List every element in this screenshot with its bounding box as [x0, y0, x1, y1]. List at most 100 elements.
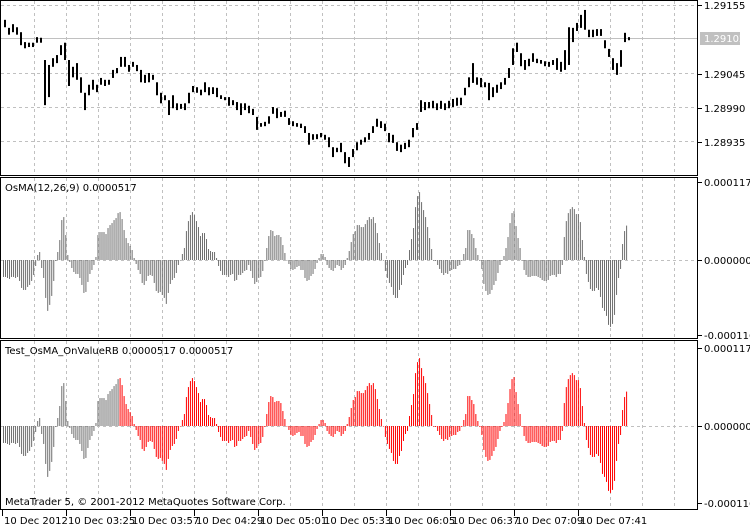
histogram-bar [103, 232, 105, 260]
histogram-bar [31, 260, 33, 281]
histogram-bar [461, 260, 463, 261]
price-bar [492, 87, 494, 98]
histogram-bar [199, 236, 201, 260]
histogram-bar [358, 225, 360, 260]
histogram-bar [567, 379, 569, 426]
histogram-bar [519, 414, 521, 426]
histogram-bar [350, 242, 352, 260]
histogram-bar [29, 426, 31, 451]
histogram-bar [111, 389, 113, 426]
histogram-bar [316, 260, 318, 263]
histogram-bar [451, 260, 453, 270]
histogram-bar [143, 426, 145, 451]
histogram-bar [489, 426, 491, 460]
histogram-bar [409, 416, 411, 426]
histogram-bar [344, 260, 346, 265]
histogram-bar [493, 426, 495, 451]
histogram-bar [119, 378, 121, 426]
histogram-bar [21, 426, 23, 454]
histogram-bar [539, 426, 541, 444]
histogram-bar [71, 426, 73, 434]
histogram-bar [529, 260, 531, 277]
histogram-bar [579, 388, 581, 426]
histogram-bar [402, 426, 404, 441]
histogram-bar [364, 390, 366, 426]
histogram-bar [302, 426, 304, 436]
price-bar [628, 37, 630, 41]
histogram-bar [250, 426, 252, 437]
histogram-bar [119, 212, 121, 260]
histogram-bar [15, 426, 17, 444]
histogram-bar [400, 426, 402, 451]
price-bar [88, 84, 90, 96]
histogram-bar [316, 426, 318, 429]
histogram-bar [39, 252, 41, 260]
price-bar [264, 121, 266, 127]
histogram-bar [147, 426, 149, 442]
price-bar [276, 108, 278, 119]
histogram-bar [27, 260, 29, 287]
price-bar [108, 79, 110, 85]
histogram-bar [581, 406, 583, 426]
histogram-bar [435, 260, 437, 261]
histogram-bar [216, 258, 218, 260]
histogram-bar [545, 260, 547, 281]
histogram-bar [228, 426, 230, 443]
histogram-bar [527, 426, 529, 443]
price-bar [432, 100, 434, 109]
histogram-bar [597, 426, 599, 456]
histogram-bar [276, 235, 278, 260]
histogram-bar [306, 426, 308, 447]
histogram-bar [356, 225, 358, 260]
histogram-bar [475, 414, 477, 426]
histogram-bar [105, 400, 107, 426]
histogram-bar [620, 260, 622, 269]
histogram-bar [392, 260, 394, 295]
histogram-bar [402, 260, 404, 275]
histogram-bar [612, 260, 614, 324]
histogram-bar [330, 426, 332, 436]
histogram-bar [525, 260, 527, 275]
histogram-bar [336, 426, 338, 431]
histogram-bar [346, 424, 348, 426]
histogram-bar [342, 260, 344, 268]
price-bar [56, 55, 58, 64]
histogram-bar [545, 426, 547, 447]
histogram-bar [411, 239, 413, 260]
histogram-bar [515, 392, 517, 426]
histogram-bar [244, 426, 246, 437]
histogram-bar [515, 226, 517, 260]
histogram-bar [262, 260, 264, 271]
histogram-bar [606, 426, 607, 482]
histogram-bar [5, 260, 7, 277]
histogram-bar [400, 260, 402, 285]
copyright-text: MetaTrader 5, © 2001-2012 MetaQuotes Sof… [5, 497, 286, 508]
histogram-bar [296, 426, 298, 433]
histogram-bar [322, 254, 324, 260]
price-bar [128, 64, 130, 72]
histogram-bar [610, 426, 612, 493]
histogram-bar [382, 260, 384, 261]
price-tick-label: 1.28935 [704, 138, 745, 149]
histogram-bar [535, 260, 537, 276]
histogram-bar [427, 227, 429, 260]
price-bar [200, 89, 202, 96]
histogram-bar [179, 426, 181, 427]
histogram-bar [47, 426, 49, 477]
histogram-bar [491, 260, 493, 290]
price-bar [176, 103, 178, 111]
histogram-bar [411, 405, 413, 426]
histogram-bar [453, 426, 455, 435]
histogram-bar [206, 405, 208, 426]
histogram-bar [276, 401, 278, 426]
histogram-bar [59, 406, 61, 426]
histogram-bar [294, 260, 296, 269]
histogram-bar [433, 426, 435, 427]
histogram-bar [149, 426, 151, 441]
price-bar [76, 63, 78, 80]
histogram-bar [593, 426, 595, 457]
histogram-bar [137, 426, 139, 436]
histogram-bar [29, 260, 31, 285]
price-bar [612, 58, 614, 70]
